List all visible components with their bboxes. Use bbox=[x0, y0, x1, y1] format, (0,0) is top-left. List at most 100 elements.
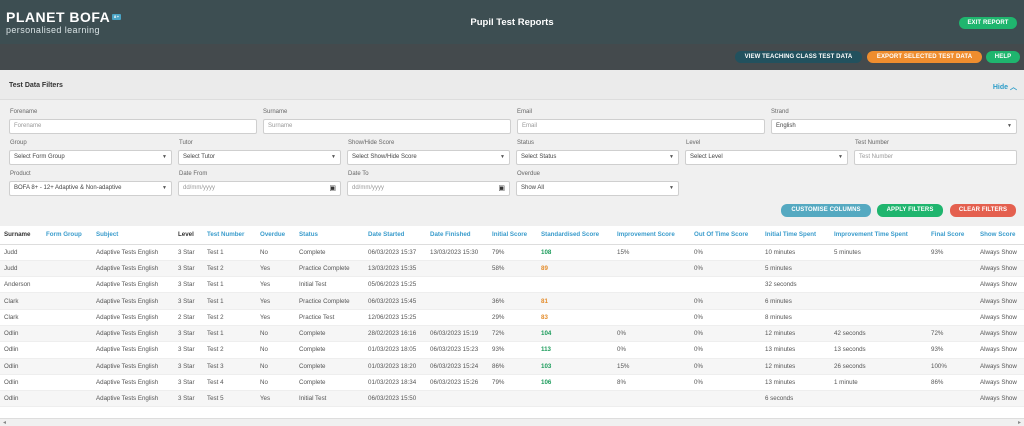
email-input[interactable]: Email bbox=[517, 119, 765, 134]
table-cell: 26 seconds bbox=[830, 358, 927, 375]
date-from-input[interactable]: dd/mm/yyyy ▣ bbox=[178, 181, 341, 196]
planet-bofa-logo[interactable]: PLANET BOFA 8+ personalised learning bbox=[6, 9, 122, 35]
table-cell: 103 bbox=[537, 358, 613, 375]
strand-select[interactable]: English ▼ bbox=[771, 119, 1017, 134]
column-header-initial-score[interactable]: Initial Score bbox=[488, 226, 537, 245]
column-header-status[interactable]: Status bbox=[295, 226, 364, 245]
table-row[interactable]: Judd Adaptive Tests English 3 Star Test 2 Ye… bbox=[0, 260, 1024, 278]
table-cell: 0% bbox=[690, 325, 761, 343]
apply-filters-button[interactable]: APPLY FILTERS bbox=[877, 204, 943, 217]
table-cell: Test 2 bbox=[203, 260, 256, 278]
column-header-overdue[interactable]: Overdue bbox=[256, 226, 295, 245]
exit-report-button[interactable]: EXIT REPORT bbox=[959, 17, 1017, 29]
column-header-subject[interactable]: Subject bbox=[92, 226, 174, 245]
show-hide-score-select[interactable]: Select Show/Hide Score ▼ bbox=[347, 150, 510, 165]
level-select[interactable]: Select Level ▼ bbox=[685, 150, 848, 165]
table-cell: 3 Star bbox=[174, 325, 203, 343]
table-cell bbox=[537, 276, 613, 294]
table-cell: 72% bbox=[488, 325, 537, 343]
table-cell: Adaptive Tests English bbox=[92, 276, 174, 294]
column-header-out-of-time-score[interactable]: Out Of Time Score bbox=[690, 226, 761, 245]
forename-input[interactable]: Forename bbox=[9, 119, 257, 134]
horizontal-scrollbar[interactable]: ◂ ▸ bbox=[0, 418, 1024, 426]
column-header-initial-time-spent[interactable]: Initial Time Spent bbox=[761, 226, 830, 245]
level-label: Level bbox=[686, 140, 701, 146]
table-cell bbox=[830, 292, 927, 310]
table-row[interactable]: Anderson Adaptive Tests English 3 Star Test… bbox=[0, 276, 1024, 294]
table-cell: Test 1 bbox=[203, 292, 256, 310]
table-cell: No bbox=[256, 325, 295, 343]
overdue-select[interactable]: Show All ▼ bbox=[516, 181, 679, 196]
table-cell: No bbox=[256, 358, 295, 375]
group-select[interactable]: Select Form Group ▼ bbox=[9, 150, 172, 165]
table-cell: Test 2 bbox=[203, 341, 256, 359]
table-cell: 29% bbox=[488, 309, 537, 326]
table-cell: 13/03/2023 15:30 bbox=[426, 244, 488, 261]
table-cell: Odlin bbox=[0, 374, 42, 392]
table-cell bbox=[613, 309, 690, 326]
column-header-date-finished[interactable]: Date Finished bbox=[426, 226, 488, 245]
table-cell: Practice Complete bbox=[295, 260, 364, 278]
customise-columns-button[interactable]: CUSTOMISE COLUMNS bbox=[781, 204, 871, 217]
date-to-placeholder: dd/mm/yyyy bbox=[352, 185, 385, 191]
column-header-test-number[interactable]: Test Number bbox=[203, 226, 256, 245]
table-cell: 06/03/2023 15:50 bbox=[364, 390, 426, 408]
table-cell: No bbox=[256, 244, 295, 261]
view-teaching-class-button[interactable]: VIEW TEACHING CLASS TEST DATA bbox=[735, 51, 862, 63]
column-header-standardised-score[interactable]: Standardised Score bbox=[537, 226, 613, 245]
tutor-select[interactable]: Select Tutor ▼ bbox=[178, 150, 341, 165]
table-cell: 6 seconds bbox=[761, 390, 830, 408]
table-cell: 36% bbox=[488, 292, 537, 310]
test-number-input[interactable]: Test Number bbox=[854, 150, 1017, 165]
table-cell: Adaptive Tests English bbox=[92, 292, 174, 310]
table-cell: Odlin bbox=[0, 358, 42, 375]
column-header-final-score[interactable]: Final Score bbox=[927, 226, 976, 245]
table-cell: Odlin bbox=[0, 325, 42, 343]
table-cell bbox=[426, 276, 488, 294]
table-cell: 15% bbox=[613, 358, 690, 375]
calendar-icon[interactable]: ▣ bbox=[329, 185, 336, 192]
table-cell: 15% bbox=[613, 244, 690, 261]
table-cell: Yes bbox=[256, 390, 295, 408]
table-cell: 6 minutes bbox=[761, 292, 830, 310]
column-header-form-group[interactable]: Form Group bbox=[42, 226, 92, 245]
table-cell: 0% bbox=[690, 309, 761, 326]
table-row[interactable]: Judd Adaptive Tests English 3 Star Test 1 No… bbox=[0, 244, 1024, 261]
table-cell bbox=[830, 260, 927, 278]
surname-input[interactable]: Surname bbox=[263, 119, 511, 134]
table-cell: No bbox=[256, 341, 295, 359]
help-button[interactable]: HELP bbox=[986, 51, 1020, 63]
product-select[interactable]: BOFA 8+ - 12+ Adaptive & Non-adaptive ▼ bbox=[9, 181, 172, 196]
column-header-improvement-score[interactable]: Improvement Score bbox=[613, 226, 690, 245]
table-cell: 0% bbox=[690, 358, 761, 375]
table-cell: 3 Star bbox=[174, 260, 203, 278]
date-to-input[interactable]: dd/mm/yyyy ▣ bbox=[347, 181, 510, 196]
table-cell: Clark bbox=[0, 292, 42, 310]
scroll-left-icon[interactable]: ◂ bbox=[3, 420, 7, 426]
calendar-icon[interactable]: ▣ bbox=[498, 185, 505, 192]
column-header-date-started[interactable]: Date Started bbox=[364, 226, 426, 245]
column-header-improvement-time-spent[interactable]: Improvement Time Spent bbox=[830, 226, 927, 245]
clear-filters-button[interactable]: CLEAR FILTERS bbox=[950, 204, 1016, 217]
scroll-right-icon[interactable]: ▸ bbox=[1017, 420, 1021, 426]
table-cell: Complete bbox=[295, 341, 364, 359]
table-cell bbox=[830, 390, 927, 408]
export-selected-button[interactable]: EXPORT SELECTED TEST DATA bbox=[867, 51, 982, 63]
table-cell: Judd bbox=[0, 260, 42, 278]
table-cell: Adaptive Tests English bbox=[92, 390, 174, 408]
table-cell bbox=[42, 244, 92, 261]
hide-filters-link[interactable]: Hide ︿ bbox=[993, 82, 1017, 92]
status-select[interactable]: Select Status ▼ bbox=[516, 150, 679, 165]
table-cell: 06/03/2023 15:19 bbox=[426, 325, 488, 343]
table-cell bbox=[927, 260, 976, 278]
column-header-show-score[interactable]: Show Score bbox=[976, 226, 1024, 245]
column-header-surname: Surname bbox=[0, 226, 42, 245]
table-cell: Always Show bbox=[976, 309, 1024, 326]
